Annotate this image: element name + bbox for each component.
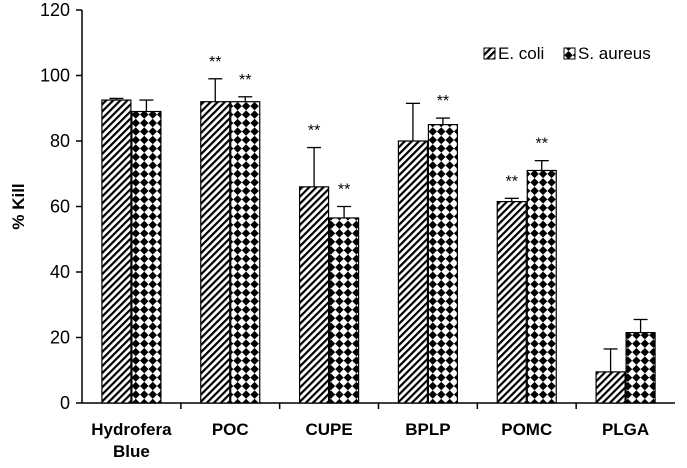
- bar-diamond-checker: [427, 124, 459, 404]
- bar-diamond-checker: [131, 110, 162, 404]
- bar-diamond-checker: [625, 331, 656, 404]
- y-tick-label: 120: [40, 0, 70, 20]
- legend-label: S. aureus: [578, 44, 651, 63]
- y-tick-label: 100: [40, 66, 70, 86]
- significance-marker: **: [209, 54, 221, 71]
- y-tick-label: 40: [50, 262, 70, 282]
- bar-diamond-checker: [230, 101, 261, 404]
- category-label: POMC: [501, 420, 552, 439]
- bar-diamond-checker: [328, 217, 360, 404]
- category-label: BPLP: [405, 420, 450, 439]
- bar-diagonal-hatch: [496, 200, 527, 404]
- category-label: Blue: [113, 442, 150, 461]
- category-label: PLGA: [602, 420, 649, 439]
- category-label: POC: [212, 420, 249, 439]
- y-tick-label: 0: [60, 393, 70, 413]
- y-tick-label: 20: [50, 328, 70, 348]
- bar-diagonal-hatch: [595, 371, 626, 404]
- legend-swatch-diamond-checker: [563, 47, 576, 60]
- bar-diagonal-hatch: [200, 101, 231, 404]
- legend-label: E. coli: [498, 44, 544, 63]
- bar-diamond-checker: [526, 169, 557, 404]
- y-tick-label: 80: [50, 131, 70, 151]
- bar-diagonal-hatch: [101, 99, 132, 404]
- bar-diagonal-hatch: [397, 140, 429, 404]
- significance-marker: **: [338, 182, 350, 199]
- category-label: CUPE: [305, 420, 352, 439]
- significance-marker: **: [239, 72, 251, 89]
- significance-marker: **: [506, 173, 518, 190]
- significance-marker: **: [536, 136, 548, 153]
- significance-marker: **: [308, 123, 320, 140]
- y-tick-label: 60: [50, 197, 70, 217]
- y-axis-title: % Kill: [9, 183, 28, 229]
- category-label: Hydrofera: [91, 420, 172, 439]
- significance-marker: **: [437, 93, 449, 110]
- legend-swatch-diagonal-hatch: [483, 47, 496, 60]
- bar-diagonal-hatch: [298, 186, 330, 404]
